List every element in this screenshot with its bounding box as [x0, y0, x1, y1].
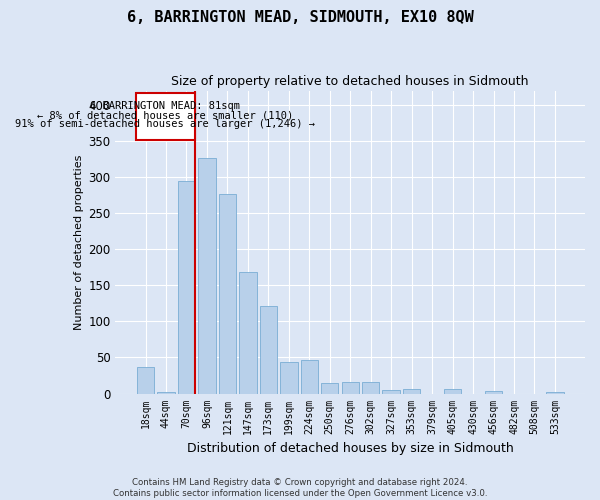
- Text: 6, BARRINGTON MEAD, SIDMOUTH, EX10 8QW: 6, BARRINGTON MEAD, SIDMOUTH, EX10 8QW: [127, 10, 473, 25]
- Bar: [219, 194, 236, 394]
- Bar: [136, 94, 195, 140]
- Bar: [546, 392, 563, 394]
- Bar: [362, 382, 379, 394]
- Bar: [341, 382, 359, 394]
- Text: 91% of semi-detached houses are larger (1,246) →: 91% of semi-detached houses are larger (…: [16, 120, 316, 130]
- Bar: [280, 362, 298, 394]
- Bar: [239, 272, 257, 394]
- Bar: [301, 360, 318, 394]
- Text: 6 BARRINGTON MEAD: 81sqm: 6 BARRINGTON MEAD: 81sqm: [91, 100, 241, 110]
- Bar: [403, 389, 421, 394]
- Bar: [321, 382, 338, 394]
- Bar: [157, 392, 175, 394]
- Bar: [444, 388, 461, 394]
- Bar: [485, 392, 502, 394]
- Bar: [382, 390, 400, 394]
- X-axis label: Distribution of detached houses by size in Sidmouth: Distribution of detached houses by size …: [187, 442, 514, 455]
- Y-axis label: Number of detached properties: Number of detached properties: [74, 154, 84, 330]
- Title: Size of property relative to detached houses in Sidmouth: Size of property relative to detached ho…: [172, 75, 529, 88]
- Bar: [178, 180, 195, 394]
- Bar: [137, 367, 154, 394]
- Text: Contains HM Land Registry data © Crown copyright and database right 2024.
Contai: Contains HM Land Registry data © Crown c…: [113, 478, 487, 498]
- Bar: [260, 306, 277, 394]
- Text: ← 8% of detached houses are smaller (110): ← 8% of detached houses are smaller (110…: [37, 110, 293, 120]
- Bar: [198, 158, 215, 394]
